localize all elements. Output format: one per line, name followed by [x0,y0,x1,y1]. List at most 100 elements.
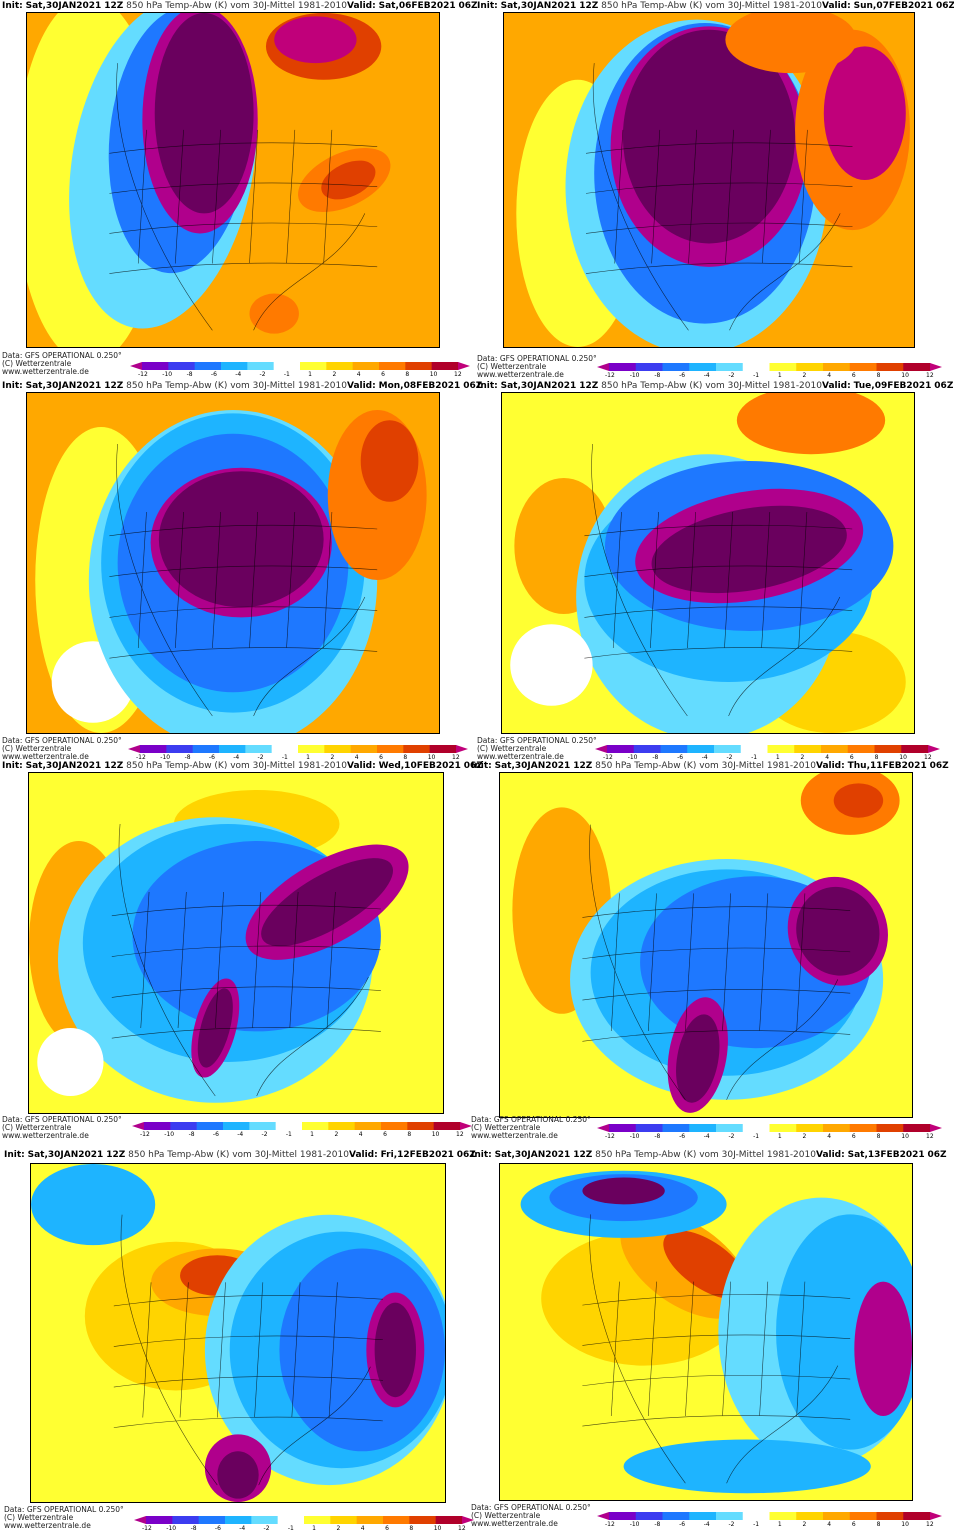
copyright: (C) Wetterzentrale [477,362,547,371]
chart-description: 850 hPa Temp-Abw (K) vom 30J-Mittel 1981… [595,1150,816,1160]
colorbar-tick-label: -10 [629,1521,640,1528]
data-source: Data: GFS OPERATIONAL 0.250° [4,1505,124,1514]
colorbar-tick-label: 10 [899,754,907,761]
footer-credits: Data: GFS OPERATIONAL 0.250° (C) Wetterz… [2,352,122,376]
init-label: Init: [2,381,23,391]
valid-label: Valid: [815,1150,845,1160]
panel-header: Init: Sat,30JAN2021 12Z 850 hPa Temp-Abw… [2,1,478,11]
colorbar-strip [597,1512,942,1520]
colorbar-tick-label: 6 [385,1525,389,1532]
map-panel-1: Init: Sat,30JAN2021 12Z 850 hPa Temp-Abw… [0,0,478,384]
panel-header: Init: Sat,30JAN2021 12Z 850 hPa Temp-Abw… [477,381,953,391]
init-label: Init: [4,1150,25,1160]
anomaly-map [503,12,915,348]
chart-description: 850 hPa Temp-Abw (K) vom 30J-Mittel 1981… [126,1,347,11]
colorbar-tick-label: -2 [261,1131,268,1138]
colorbar-tick-label: -12 [605,1133,615,1140]
anomaly-field [500,1164,912,1500]
map-borders [585,63,853,331]
color-legend: -12 -10 -8 -6 -4 -2 -1 1 2 4 6 8 10 12 [597,1512,942,1528]
colorbar-tick-label: -10 [164,1131,175,1138]
data-source: Data: GFS OPERATIONAL 0.250° [471,1115,591,1124]
colorbar-tick-label: -4 [703,372,710,379]
colorbar-tick-label: 6 [379,754,383,761]
colorbar-strip [134,1516,474,1524]
map-panel-7: Init: Sat,30JAN2021 12Z 850 hPa Temp-Abw… [0,1146,477,1536]
colorbar-tick-label: 6 [383,1131,387,1138]
chart-description: 850 hPa Temp-Abw (K) vom 30J-Mittel 1981… [126,381,347,391]
colorbar-tick-label: 8 [407,1131,412,1138]
copyright: (C) Wetterzentrale [471,1511,541,1520]
colorbar-tick-label: 8 [405,371,410,378]
colorbar-tick-label: 12 [926,372,934,379]
colorbar-tick-label: -8 [188,1131,195,1138]
chart-description: 850 hPa Temp-Abw (K) vom 30J-Mittel 1981… [595,761,816,771]
colorbar-tick-label: 2 [802,372,807,379]
colorbar-tick-label: -4 [703,1133,710,1140]
valid-label: Valid: [821,381,851,391]
chart-description: 850 hPa Temp-Abw (K) vom 30J-Mittel 1981… [126,761,347,771]
colorbar-tick-label: -4 [233,754,240,761]
colorbar-tick-label: 4 [825,754,830,761]
valid-date: Tue,09FEB2021 [853,381,932,391]
colorbar-tick-label: 1 [312,1525,316,1532]
colorbar-tick-label: 2 [334,1131,339,1138]
colorbar-tick-label: -10 [160,754,171,761]
panel-header: Init: Sat,30JAN2021 12Z 850 hPa Temp-Abw… [471,1150,947,1160]
anomaly-field [27,393,439,733]
map-borders [109,63,378,331]
colorbar-tick-label: 2 [336,1525,341,1532]
chart-description: 850 hPa Temp-Abw (K) vom 30J-Mittel 1981… [128,1150,349,1160]
data-source: Data: GFS OPERATIONAL 0.250° [2,351,122,360]
colorbar-tick-label: 6 [851,372,856,379]
footer-credits: Data: GFS OPERATIONAL 0.250° (C) Wetterz… [2,1116,122,1140]
colorbar-tick-label: 1 [777,372,782,379]
data-source: Data: GFS OPERATIONAL 0.250° [2,736,122,745]
anomaly-map [28,772,444,1114]
colorbar-tick-label: 2 [802,1521,807,1528]
anomaly-map [499,1163,913,1501]
anomaly-field [500,773,912,1117]
colorbar-tick-label: 4 [354,754,359,761]
colorbar-tick-label: -1 [285,1131,292,1138]
colorbar-tick-label: -6 [212,1131,219,1138]
map-panel-4: Init: Sat,30JAN2021 12Z 850 hPa Temp-Abw… [477,380,954,766]
map-borders [584,443,853,717]
colorbar-tick-label: -2 [257,754,264,761]
colorbar-tick-label: -12 [138,371,148,378]
colorbar-tick-label: -10 [162,371,173,378]
valid-hour: 06Z [456,1150,476,1160]
colorbar-tick-label: 12 [926,1133,934,1140]
colorbar-tick-label: -8 [654,1133,661,1140]
colorbar-tick-label: -10 [629,1133,640,1140]
colorbar-tick-label: 6 [849,754,854,761]
colorbar-tick-label: 12 [924,754,932,761]
chart-description: 850 hPa Temp-Abw (K) vom 30J-Mittel 1981… [601,1,822,11]
valid-date: Sat,13FEB2021 [847,1150,925,1160]
colorbar-tick-label: 4 [360,1525,365,1532]
panel-header: Init: Sat,30JAN2021 12Z 850 hPa Temp-Abw… [4,1150,476,1160]
colorbar-strip [597,1124,942,1132]
data-source: Data: GFS OPERATIONAL 0.250° [477,736,597,745]
run-time: 12Z [104,761,124,771]
colorbar-tick-label: 6 [851,1133,856,1140]
colorbar-ticks: -12 -10 -8 -6 -4 -2 -1 1 2 4 6 8 10 12 [597,1133,942,1141]
colorbar-tick-label: 2 [802,1133,807,1140]
map-borders [582,824,851,1100]
data-source: Data: GFS OPERATIONAL 0.250° [477,354,597,363]
colorbar-tick-label: 4 [827,372,832,379]
color-legend: -12 -10 -8 -6 -4 -2 -1 1 2 4 6 8 10 12 [132,1122,472,1138]
footer-credits: Data: GFS OPERATIONAL 0.250° (C) Wetterz… [471,1116,591,1140]
run-time: 12Z [573,761,593,771]
init-value: Sat,30JAN2021 [494,761,571,771]
colorbar-tick-label: -8 [186,371,193,378]
map-panel-6: Init: Sat,30JAN2021 12Z 850 hPa Temp-Abw… [471,760,954,1150]
colorbar-tick-label: 2 [330,754,335,761]
colorbar-tick-label: -1 [287,1525,294,1532]
map-borders [582,1214,851,1484]
colorbar-tick-label: 6 [851,1521,856,1528]
colorbar-ticks: -12 -10 -8 -6 -4 -2 -1 1 2 4 6 8 10 12 [597,1521,942,1529]
colorbar-tick-label: 8 [403,754,408,761]
colorbar-tick-label: 10 [901,1521,909,1528]
colorbar-tick-label: 4 [358,1131,363,1138]
